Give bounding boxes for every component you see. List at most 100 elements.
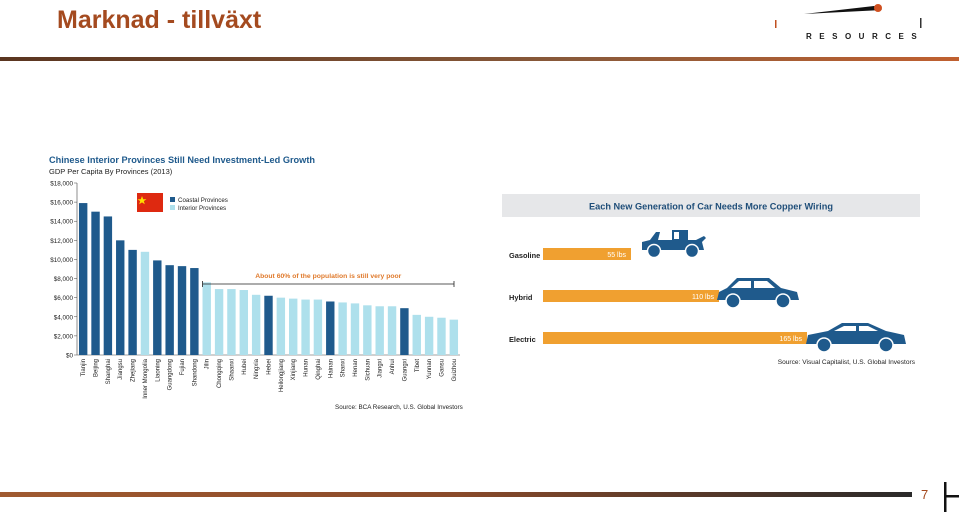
x-tick-label: Chongqing <box>217 359 223 388</box>
gdp-per-capita-chart: Chinese Interior Provinces Still Need In… <box>49 155 463 411</box>
y-tick-label: $12,000 <box>50 238 73 245</box>
bar <box>400 308 409 355</box>
y-tick-label: $6,000 <box>54 295 74 302</box>
header-divider <box>0 57 959 61</box>
x-tick-label: Beijing <box>94 359 100 377</box>
bar <box>543 248 631 260</box>
bar <box>227 289 236 355</box>
china-flag-icon <box>137 193 163 212</box>
x-tick-label: Tianjin <box>81 359 87 376</box>
bar <box>140 251 150 355</box>
sports-car-icon <box>806 323 906 353</box>
bar <box>276 297 286 355</box>
bar <box>326 301 335 355</box>
y-tick-label: $18,000 <box>50 181 73 188</box>
x-tick-label: Guangdong <box>168 359 174 390</box>
y-tick-label: $10,000 <box>50 257 73 264</box>
x-tick-label: Hebei <box>267 359 273 375</box>
x-tick-label: Ningxia <box>254 358 260 379</box>
company-logo: RESOURCES <box>770 2 930 46</box>
corner-bracket-icon <box>944 482 959 512</box>
x-tick-label: Sichuan <box>365 359 371 381</box>
y-tick-label: $4,000 <box>54 314 74 321</box>
bar <box>214 289 224 355</box>
x-tick-label: Jiangxi <box>378 359 384 378</box>
bar <box>449 319 459 355</box>
bar <box>78 203 88 355</box>
x-tick-label: Jiangsu <box>118 359 124 380</box>
x-tick-label: Jilin <box>205 359 211 369</box>
bar <box>350 303 360 355</box>
bar <box>412 314 421 355</box>
bar <box>264 295 273 355</box>
bar <box>165 265 174 355</box>
x-tick-label: Guizhou <box>452 359 458 381</box>
bar <box>251 294 261 355</box>
x-tick-label: Qinghai <box>316 359 322 380</box>
bar <box>375 306 384 355</box>
x-tick-label: Hubei <box>242 359 248 375</box>
y-tick-label: $2,000 <box>54 333 74 340</box>
bar <box>239 290 248 355</box>
bar <box>202 282 211 355</box>
x-tick-label: Inner Mongolia <box>143 358 149 398</box>
x-tick-label: Henan <box>353 359 359 377</box>
hatchback-icon <box>717 278 799 309</box>
copper-wiring-chart: Each New Generation of Car Needs More Co… <box>502 194 920 366</box>
x-tick-label: Xinjiang <box>291 359 297 380</box>
logo-text: RESOURCES <box>806 32 925 41</box>
slide-title: Marknad - tillväxt <box>57 6 262 34</box>
x-tick-label: Hainan <box>328 359 334 378</box>
value-label: 55 lbs <box>607 252 626 259</box>
bar <box>289 298 298 355</box>
bar <box>116 240 125 355</box>
bar <box>177 266 187 355</box>
x-tick-label: Gansu <box>439 359 445 377</box>
legend-swatch <box>170 197 175 202</box>
x-tick-label: Shandong <box>192 359 198 386</box>
legend-label: Interior Provinces <box>178 205 226 212</box>
bar <box>437 317 446 355</box>
category-label: Hybrid <box>509 293 533 302</box>
bar <box>91 211 100 355</box>
category-label: Gasoline <box>509 251 540 260</box>
value-label: 165 lbs <box>779 336 802 343</box>
footer-divider <box>0 492 912 497</box>
legend-label: Coastal Provinces <box>178 197 228 204</box>
y-tick-label: $0 <box>66 353 74 360</box>
bar <box>313 299 323 355</box>
x-tick-label: Zhejiang <box>131 359 137 382</box>
x-tick-label: Shanghai <box>106 359 112 384</box>
bar <box>387 306 397 355</box>
bar <box>128 249 137 355</box>
bar <box>543 290 719 302</box>
chart-source: Source: BCA Research, U.S. Global Invest… <box>335 404 463 411</box>
category-label: Electric <box>509 335 536 344</box>
chart-source: Source: Visual Capitalist, U.S. Global I… <box>778 359 916 366</box>
legend-swatch <box>170 205 175 210</box>
x-tick-label: Anhui <box>390 359 396 374</box>
bar <box>424 316 434 355</box>
x-tick-label: Hunan <box>304 359 310 377</box>
x-tick-label: Yunnan <box>427 359 433 379</box>
bar <box>543 332 807 344</box>
logo-mark-icon <box>775 4 922 28</box>
x-tick-label: Shanxi <box>341 359 347 377</box>
page-number: 7 <box>921 487 929 502</box>
bar <box>338 302 347 355</box>
jeep-icon <box>642 230 706 259</box>
y-tick-label: $8,000 <box>54 276 74 283</box>
bar <box>363 305 372 355</box>
bar <box>190 268 199 355</box>
x-tick-label: Tibet <box>415 359 421 372</box>
chart-title: Chinese Interior Provinces Still Need In… <box>49 155 315 165</box>
bar <box>103 216 113 355</box>
bar <box>301 299 310 355</box>
y-tick-label: $16,000 <box>50 200 73 207</box>
chart-title: Each New Generation of Car Needs More Co… <box>589 202 833 212</box>
chart-subtitle: GDP Per Capita By Provinces (2013) <box>49 167 173 176</box>
x-tick-label: Fujian <box>180 359 186 375</box>
bar <box>153 260 162 355</box>
chart-title-band <box>502 194 920 217</box>
x-tick-label: Heilongjiang <box>279 359 285 392</box>
